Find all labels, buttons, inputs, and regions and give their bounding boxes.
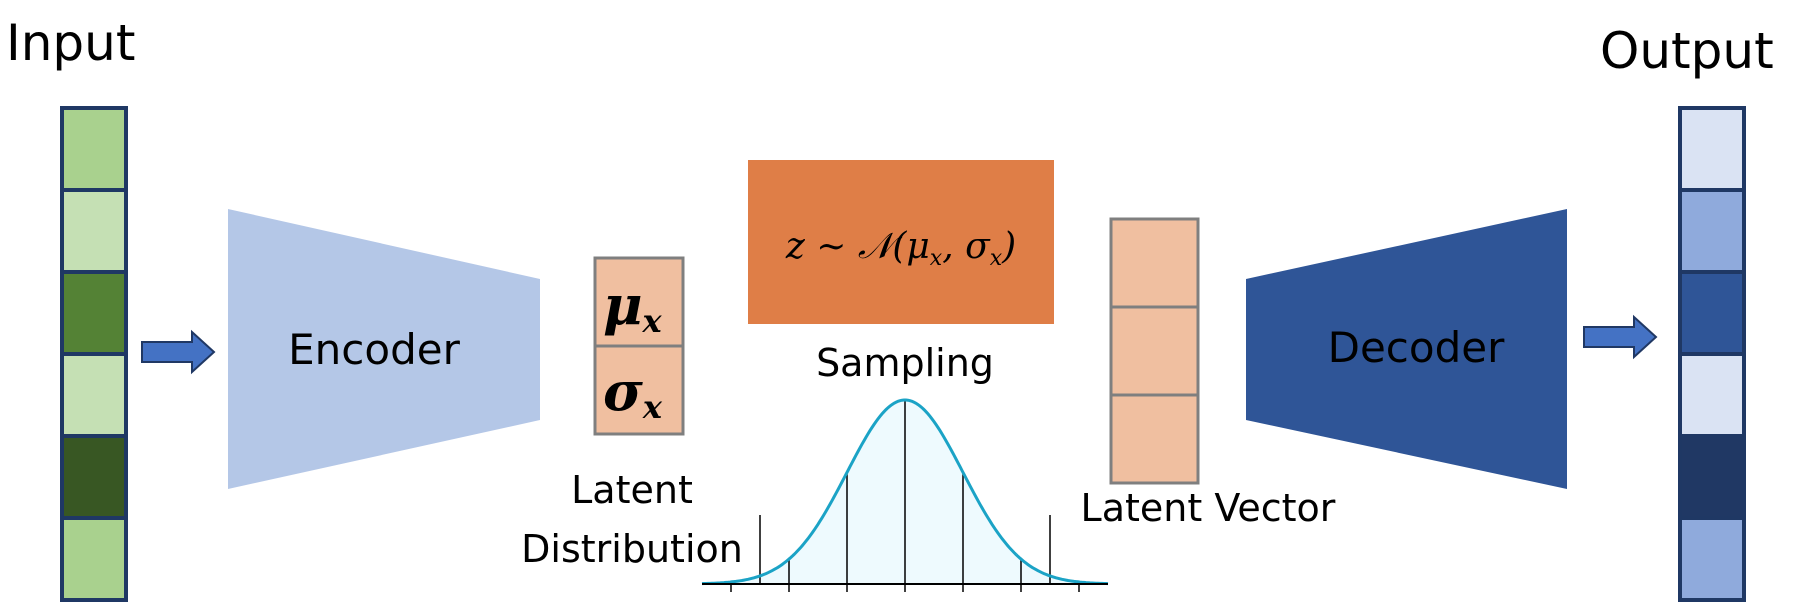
output-label: Output [1600,22,1774,80]
output-vector-cell [1678,516,1746,602]
latent-distribution-label-line1: Latent [571,468,693,512]
latent-vector-cell [1109,393,1200,485]
input-arrow-icon [141,329,216,375]
latent-vector [1109,217,1200,485]
latent-distribution-label-line2: Distribution [521,527,743,571]
latent-vector-cell [1109,217,1200,309]
input-vector-cell [60,352,128,438]
input-vector [60,106,128,602]
latent-distribution-box: μx σx [593,256,685,436]
decoder-block [1246,209,1567,489]
output-vector-cell [1678,106,1746,192]
sampling-formula: z ∼ 𝒩(μx, σx) [785,226,1016,271]
output-vector-cell [1678,188,1746,274]
output-vector-cell [1678,434,1746,520]
input-vector-cell [60,434,128,520]
input-vector-cell [60,106,128,192]
output-vector-cell [1678,352,1746,438]
input-vector-cell [60,270,128,356]
mu-cell [593,256,685,348]
latent-vector-label: Latent Vector [1081,486,1336,530]
output-vector [1678,106,1746,602]
output-vector-cell [1678,270,1746,356]
sampling-formula-box [748,160,1054,324]
gaussian-line [701,398,1109,586]
sigma-symbol: σx [603,359,663,426]
input-label: Input [6,14,135,72]
decoder-label: Decoder [1328,323,1505,372]
gaussian-curve [701,398,1109,592]
mu-symbol: μx [603,273,663,340]
sigma-cell [593,344,685,436]
input-vector-cell [60,188,128,274]
sampling-label: Sampling [816,341,994,385]
output-arrow-icon [1583,314,1658,360]
encoder-label: Encoder [288,325,460,374]
encoder-block [228,209,540,489]
latent-vector-cell [1109,305,1200,397]
input-vector-cell [60,516,128,602]
